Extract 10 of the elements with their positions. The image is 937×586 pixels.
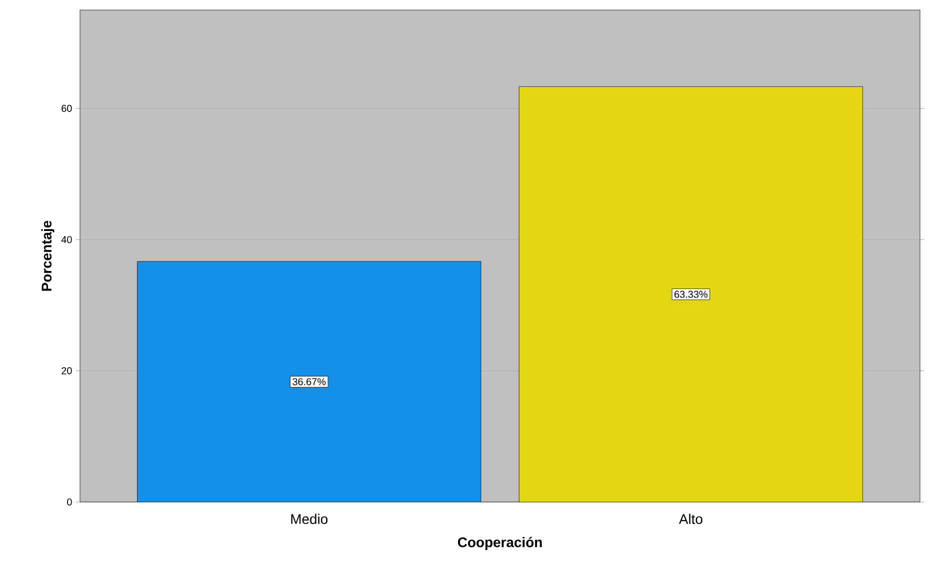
y-tick-label: 40 — [61, 236, 72, 244]
y-tick-label: 0 — [67, 498, 72, 506]
y-tick-label: 20 — [62, 367, 72, 374]
y-tick-label: 60 — [62, 104, 72, 112]
x-tick-label: Medio — [291, 514, 328, 524]
y-axis-title: Porcentaje — [41, 220, 54, 291]
data-label: 36.67% — [292, 378, 326, 386]
x-axis-title: Cooperación — [458, 536, 542, 550]
data-label: 63.33% — [674, 290, 708, 298]
x-tick-label: Alto — [678, 514, 702, 524]
